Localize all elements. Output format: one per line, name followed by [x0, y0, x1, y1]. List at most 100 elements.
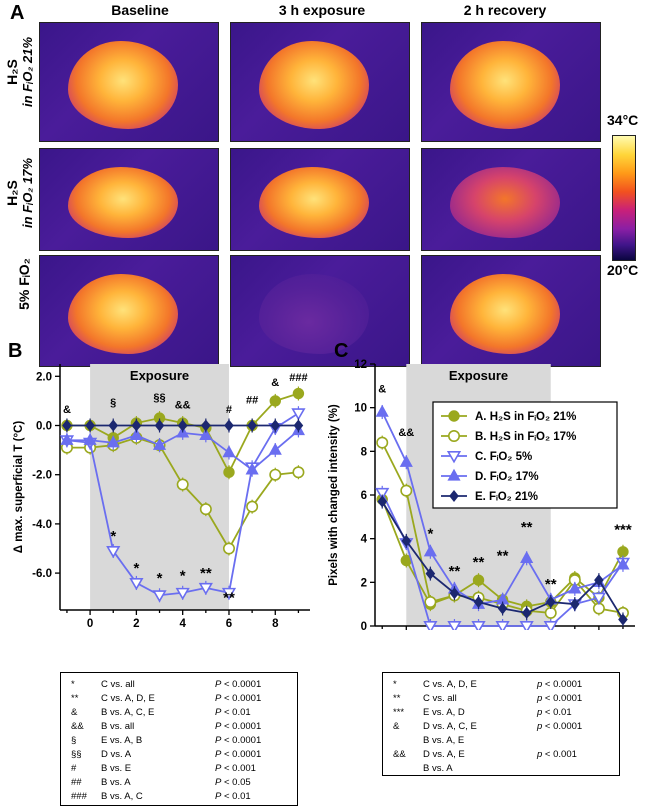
legend-item: C. FᵢO₂ 5% [441, 451, 532, 464]
significance-annotation: §§ [153, 392, 165, 404]
stats-comparison: C vs. all [423, 693, 457, 704]
x-tick-label: 6 [226, 618, 232, 630]
stats-symbol: # [71, 763, 77, 774]
colorbar-min-label: 20°C [607, 262, 639, 278]
stats-comparison: B vs. A [101, 777, 131, 788]
stats-row: && B vs. all P < 0.0001 [61, 721, 297, 734]
stats-p: P < 0.0001 [215, 721, 262, 732]
stats-p: p < 0.0001 [537, 679, 583, 690]
data-point [497, 602, 508, 615]
data-point [222, 542, 235, 555]
stats-row: §§ D vs. A P < 0.0001 [61, 749, 297, 762]
y-tick-label: 2 [361, 577, 367, 589]
data-point [617, 546, 629, 558]
y-tick-label: -2.0 [32, 470, 52, 482]
stats-symbol: §§ [71, 749, 82, 760]
stats-p: P < 0.01 [215, 791, 251, 802]
stats-symbol: ** [71, 693, 79, 704]
thermal-image-baseline-5 [39, 255, 219, 367]
stats-p: P < 0.05 [215, 777, 251, 788]
stats-symbol: * [71, 679, 75, 690]
stats-row: ** C vs. A, D, E P < 0.0001 [61, 693, 297, 706]
significance-annotation: ** [521, 519, 533, 536]
stats-comparison: B vs. A, E [423, 735, 465, 746]
legend-label: C. FᵢO₂ 5% [475, 451, 532, 463]
stats-comparison: C vs. A, D, E [101, 693, 155, 704]
stats-comparison: B vs. all [101, 721, 135, 732]
legend-item: B. H₂S in FᵢO₂ 17% [441, 430, 576, 443]
stats-symbol: & [393, 721, 400, 732]
panel-letter-b: B [8, 340, 23, 362]
temperature-colorbar [612, 135, 636, 261]
data-point [401, 534, 412, 547]
y-tick-label: 2.0 [36, 371, 52, 383]
significance-annotation: && [175, 399, 191, 411]
mouse-heat-blob [68, 41, 178, 129]
x-tick-label: 4 [179, 618, 186, 630]
data-point [106, 435, 120, 448]
data-point [176, 478, 189, 491]
data-point [425, 567, 436, 580]
legend-marker [446, 451, 462, 464]
significance-annotation: # [226, 404, 232, 416]
data-point [106, 546, 121, 559]
data-point [568, 581, 582, 594]
data-point [376, 436, 389, 449]
data-point [224, 419, 234, 432]
legend-label: A. H₂S in FᵢO₂ 21% [475, 411, 576, 423]
data-point [424, 595, 437, 608]
stats-p: P < 0.0001 [215, 735, 262, 746]
stats-comparison: D vs. A, E [423, 749, 465, 760]
exposure-label: Exposure [449, 368, 508, 383]
legend-item: E. FᵢO₂ 21% [441, 489, 538, 503]
data-point [545, 595, 556, 608]
data-point [375, 487, 390, 501]
legend-marker [448, 430, 461, 443]
y-tick-label: 10 [354, 403, 367, 415]
significance-annotation: && [398, 427, 414, 439]
data-point [618, 613, 628, 626]
stats-row: && D vs. A, E p < 0.001 [383, 749, 619, 762]
data-point [570, 598, 580, 611]
legend-label: E. FᵢO₂ 21% [475, 491, 538, 503]
mouse-heat-blob [259, 41, 369, 129]
stats-table-c: * C vs. A, D, E p < 0.0001 ** C vs. all p < 0… [382, 672, 620, 776]
y-axis-label: Pixels with changed intensity (%) [328, 404, 340, 586]
data-point [520, 551, 534, 563]
data-point [199, 503, 212, 516]
data-point [201, 419, 211, 432]
significance-annotation: * [180, 567, 186, 584]
mouse-heat-blob [68, 274, 178, 354]
legend-item: A. H₂S in FᵢO₂ 21% [441, 410, 576, 423]
mouse-heat-blob [450, 274, 560, 354]
data-point [292, 387, 305, 400]
significance-annotation: § [110, 397, 116, 409]
significance-annotation: * [110, 528, 116, 545]
stats-symbol: *** [393, 707, 405, 718]
significance-annotation: *** [614, 521, 632, 538]
data-point [291, 408, 306, 421]
stats-row: ## B vs. A P < 0.05 [61, 777, 297, 790]
y-tick-label: 4 [361, 534, 368, 546]
data-point [246, 500, 259, 513]
data-point [377, 495, 388, 508]
stats-p: P < 0.01 [215, 707, 251, 718]
row-label-h2s-17: H₂S in FᵢO₂ 17% [4, 157, 35, 229]
row-label-5pct: 5% FᵢO₂ [16, 258, 32, 310]
legend-box [432, 401, 618, 509]
data-point [221, 587, 237, 601]
chart-c: Exposure02468101202468Time (h)Pixels wit… [328, 359, 635, 630]
y-tick-label: -4.0 [32, 519, 52, 531]
y-tick-label: 6 [361, 490, 367, 502]
significance-annotation: * [133, 560, 139, 577]
y-axis-label: Δ max. superficial T (°C) [13, 421, 25, 554]
data-point [152, 590, 167, 603]
thermal-image-baseline-21 [39, 22, 219, 142]
series-e [62, 418, 304, 433]
stats-row: ### B vs. A, C P < 0.01 [61, 791, 297, 804]
stats-row: § E vs. A, B P < 0.0001 [61, 735, 297, 748]
stats-symbol: * [393, 679, 397, 690]
row-label-h2s-21: H₂S in FᵢO₂ 21% [4, 36, 35, 108]
data-point [399, 454, 413, 467]
y-tick-label: 8 [361, 446, 368, 458]
